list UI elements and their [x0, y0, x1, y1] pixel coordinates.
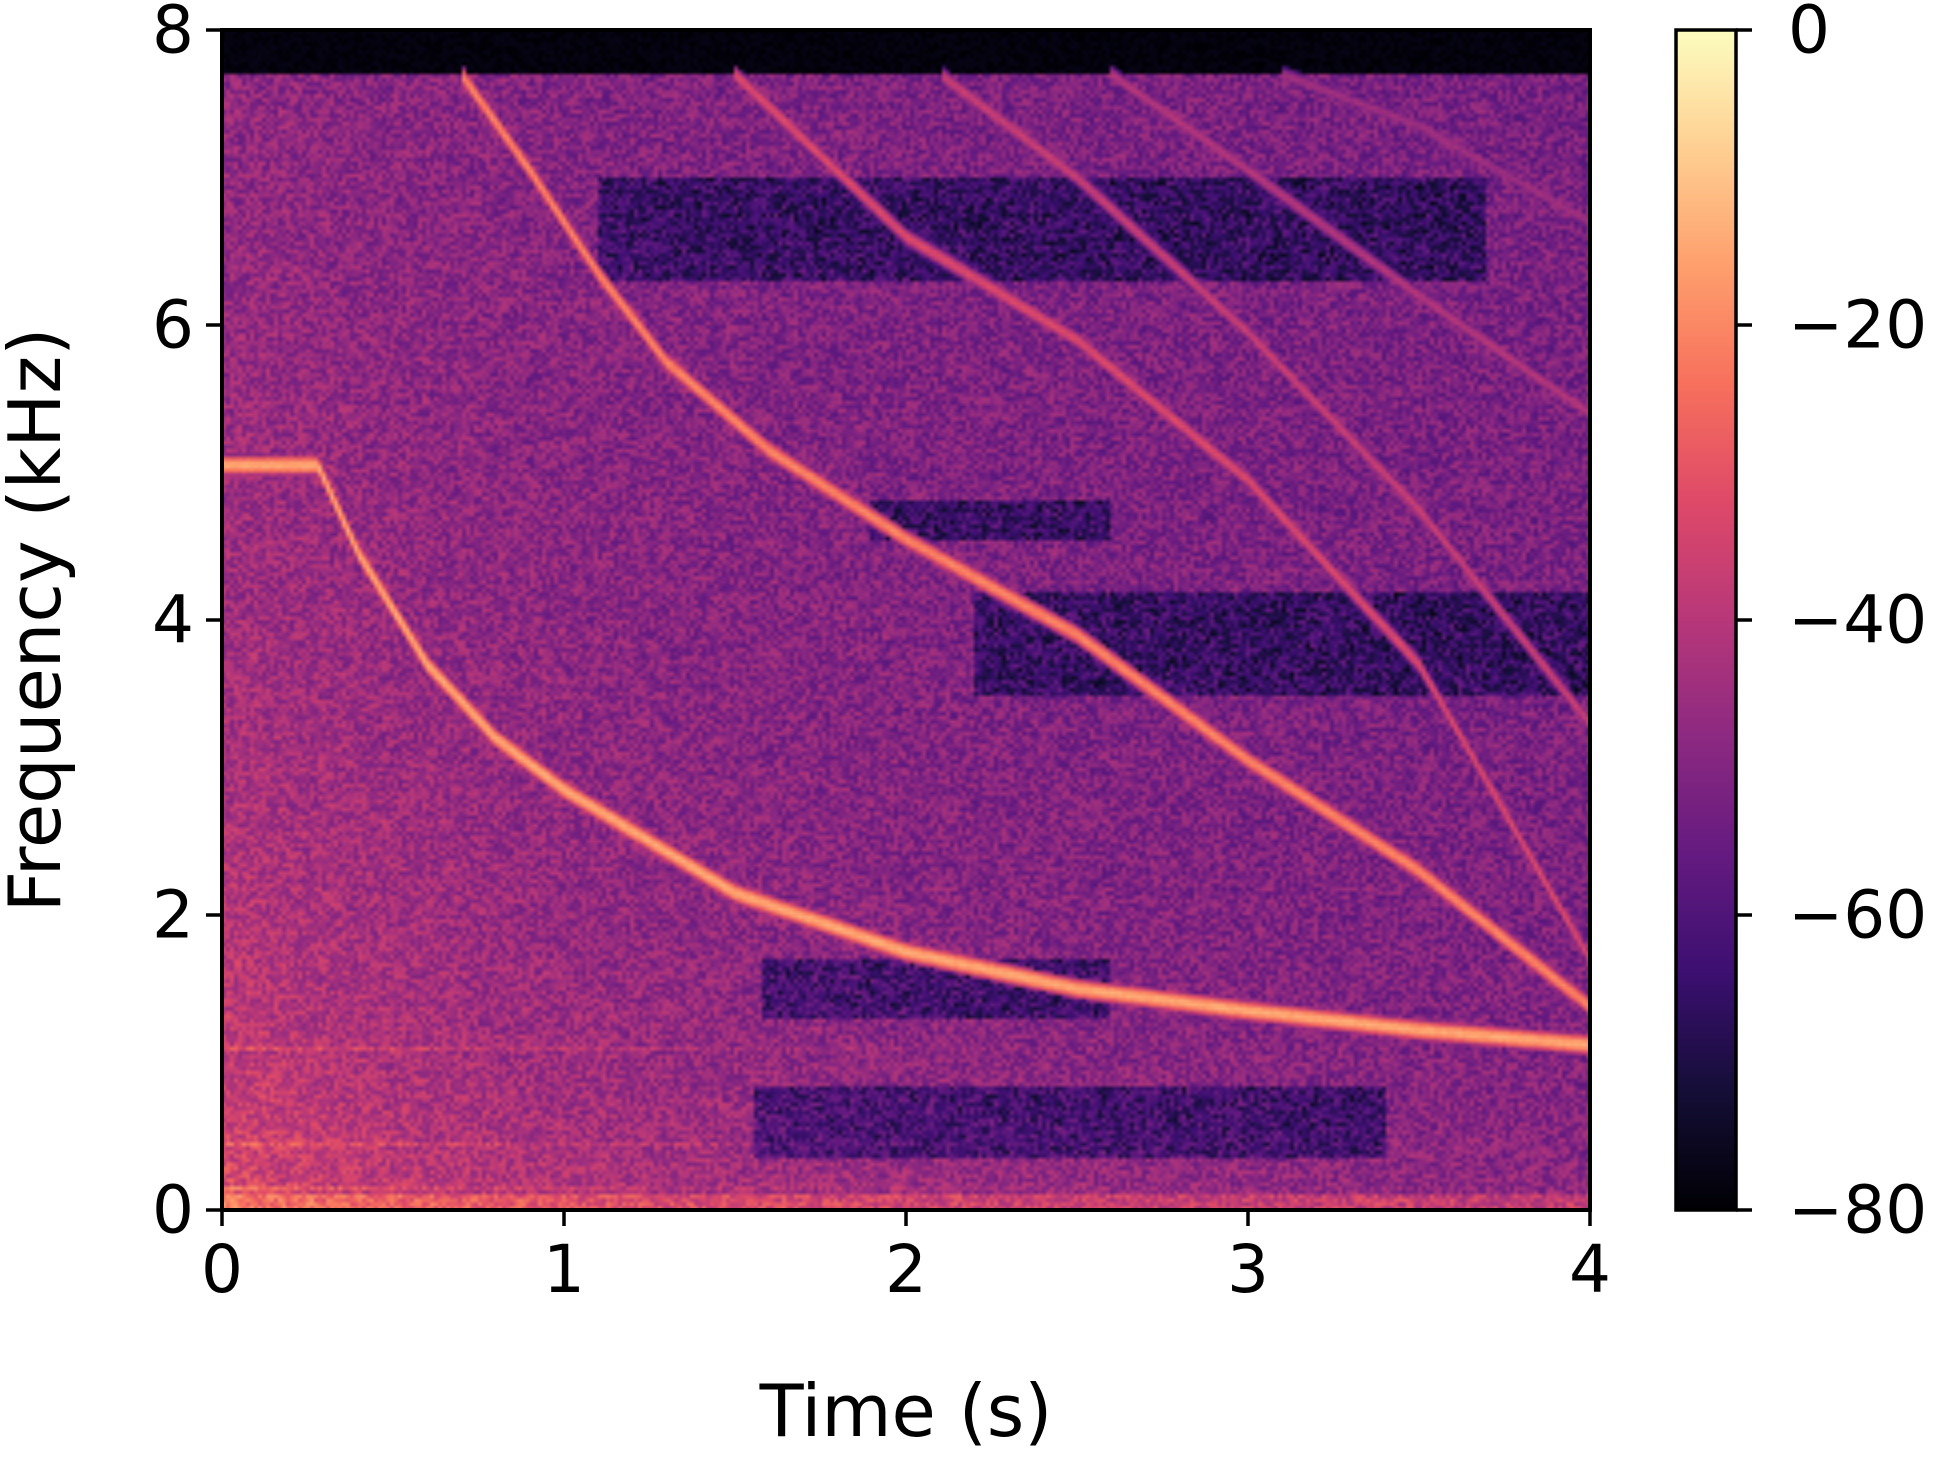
x-tick-label: 0 — [201, 1231, 243, 1308]
colorbar-tick-label: −60 — [1788, 877, 1927, 954]
y-tick-label: 8 — [152, 0, 194, 69]
y-tick-label: 0 — [152, 1172, 194, 1249]
y-tick-label: 2 — [152, 877, 194, 954]
x-tick-label: 2 — [885, 1231, 927, 1308]
colorbar-tick-label: −80 — [1788, 1172, 1927, 1249]
y-axis-label: Frequency (kHz) — [0, 328, 77, 913]
x-tick: 2 — [885, 1210, 927, 1308]
x-tick: 1 — [543, 1210, 585, 1308]
x-tick-label: 1 — [543, 1231, 585, 1308]
y-tick: 2 — [152, 877, 222, 954]
y-axis: 0 2 4 6 8 Frequency (kHz) — [0, 0, 222, 1249]
x-tick: 3 — [1227, 1210, 1269, 1308]
colorbar-gradient — [1674, 28, 1738, 1212]
y-tick-label: 4 — [152, 582, 194, 659]
colorbar-tick-label: −40 — [1788, 582, 1927, 659]
colorbar-tick: −40 — [1736, 582, 1927, 659]
x-tick: 0 — [201, 1210, 243, 1308]
y-tick: 0 — [152, 1172, 222, 1249]
x-axis: 0 1 2 3 4 Time (s) — [201, 1210, 1611, 1453]
spectrogram-image — [222, 30, 1590, 1210]
x-tick-label: 3 — [1227, 1231, 1269, 1308]
y-tick: 6 — [152, 287, 222, 364]
colorbar: 0 −20 −40 −60 −80 — [1674, 0, 1927, 1249]
colorbar-tick: −80 — [1736, 1172, 1927, 1249]
colorbar-tick: −60 — [1736, 877, 1927, 954]
y-tick-label: 6 — [152, 287, 194, 364]
colorbar-tick: 0 — [1736, 0, 1830, 69]
colorbar-tick-label: −20 — [1788, 287, 1927, 364]
y-tick: 4 — [152, 582, 222, 659]
x-tick: 4 — [1569, 1210, 1611, 1308]
x-tick-label: 4 — [1569, 1231, 1611, 1308]
colorbar-tick-label: 0 — [1788, 0, 1830, 69]
x-axis-label: Time (s) — [759, 1369, 1053, 1453]
plot-area — [220, 28, 1592, 1212]
colorbar-tick: −20 — [1736, 287, 1927, 364]
y-tick: 8 — [152, 0, 222, 69]
